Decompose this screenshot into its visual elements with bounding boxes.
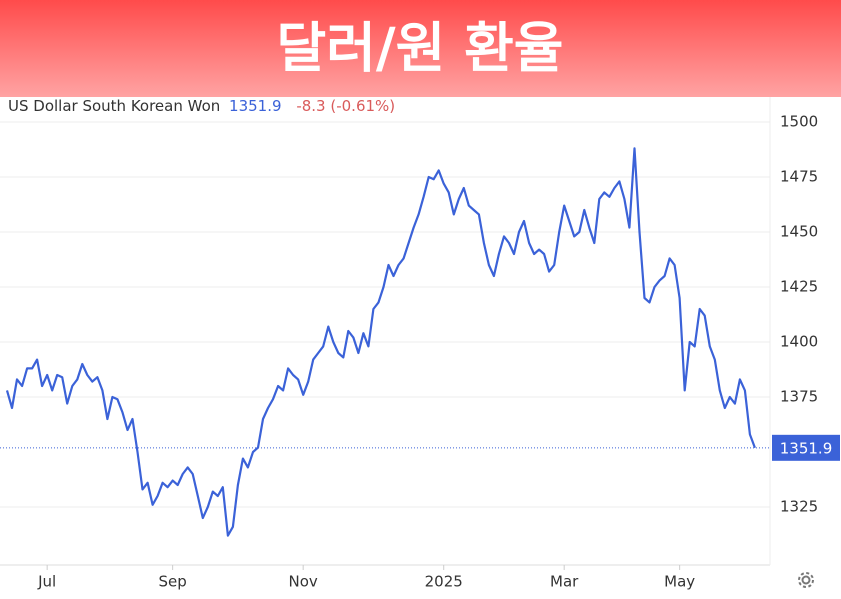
last-price-label: 1351.9 xyxy=(780,439,833,457)
instrument: US Dollar South Korean Won xyxy=(8,97,220,115)
x-tick-label: May xyxy=(664,573,695,591)
price-line xyxy=(5,147,756,537)
y-tick-label: 1475 xyxy=(780,168,818,186)
change: -8.3 (-0.61%) xyxy=(296,97,395,115)
last-price-box xyxy=(772,434,840,461)
banner xyxy=(0,0,841,97)
y-tick-label: 1450 xyxy=(780,223,818,241)
y-tick-label: 1375 xyxy=(780,388,818,406)
y-tick-label: 1425 xyxy=(780,278,818,296)
x-tick-label: Sep xyxy=(159,573,187,591)
header: US Dollar South Korean Won 1351.9 -8.3 (… xyxy=(8,97,395,115)
x-tick-label: 2025 xyxy=(425,573,463,591)
x-tick-label: Nov xyxy=(289,573,318,591)
y-tick-label: 1400 xyxy=(780,333,818,351)
y-tick-label: 1325 xyxy=(780,498,818,516)
x-tick-label: Jul xyxy=(37,573,56,591)
price: 1351.9 xyxy=(229,97,282,115)
y-tick-label: 1500 xyxy=(780,113,818,131)
chart-title: 달러/원 환율 xyxy=(277,17,564,80)
settings-icon[interactable] xyxy=(798,572,814,588)
x-tick-label: Mar xyxy=(550,573,579,591)
